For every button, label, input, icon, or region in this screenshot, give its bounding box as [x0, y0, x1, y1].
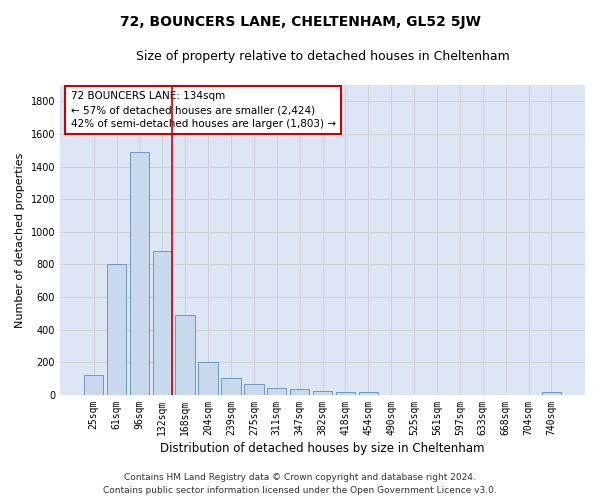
Bar: [267, 388, 286, 395]
Bar: [359, 392, 378, 395]
Bar: [199, 362, 218, 395]
Bar: [335, 392, 355, 395]
Bar: [542, 392, 561, 395]
X-axis label: Distribution of detached houses by size in Cheltenham: Distribution of detached houses by size …: [160, 442, 485, 455]
Bar: [152, 252, 172, 395]
Bar: [244, 384, 263, 395]
Bar: [290, 389, 310, 395]
Bar: [107, 264, 126, 395]
Bar: [84, 376, 103, 395]
Y-axis label: Number of detached properties: Number of detached properties: [15, 152, 25, 328]
Bar: [175, 315, 195, 395]
Bar: [130, 152, 149, 395]
Text: 72 BOUNCERS LANE: 134sqm
← 57% of detached houses are smaller (2,424)
42% of sem: 72 BOUNCERS LANE: 134sqm ← 57% of detach…: [71, 91, 335, 129]
Bar: [313, 391, 332, 395]
Text: 72, BOUNCERS LANE, CHELTENHAM, GL52 5JW: 72, BOUNCERS LANE, CHELTENHAM, GL52 5JW: [119, 15, 481, 29]
Title: Size of property relative to detached houses in Cheltenham: Size of property relative to detached ho…: [136, 50, 509, 63]
Text: Contains HM Land Registry data © Crown copyright and database right 2024.
Contai: Contains HM Land Registry data © Crown c…: [103, 474, 497, 495]
Bar: [221, 378, 241, 395]
